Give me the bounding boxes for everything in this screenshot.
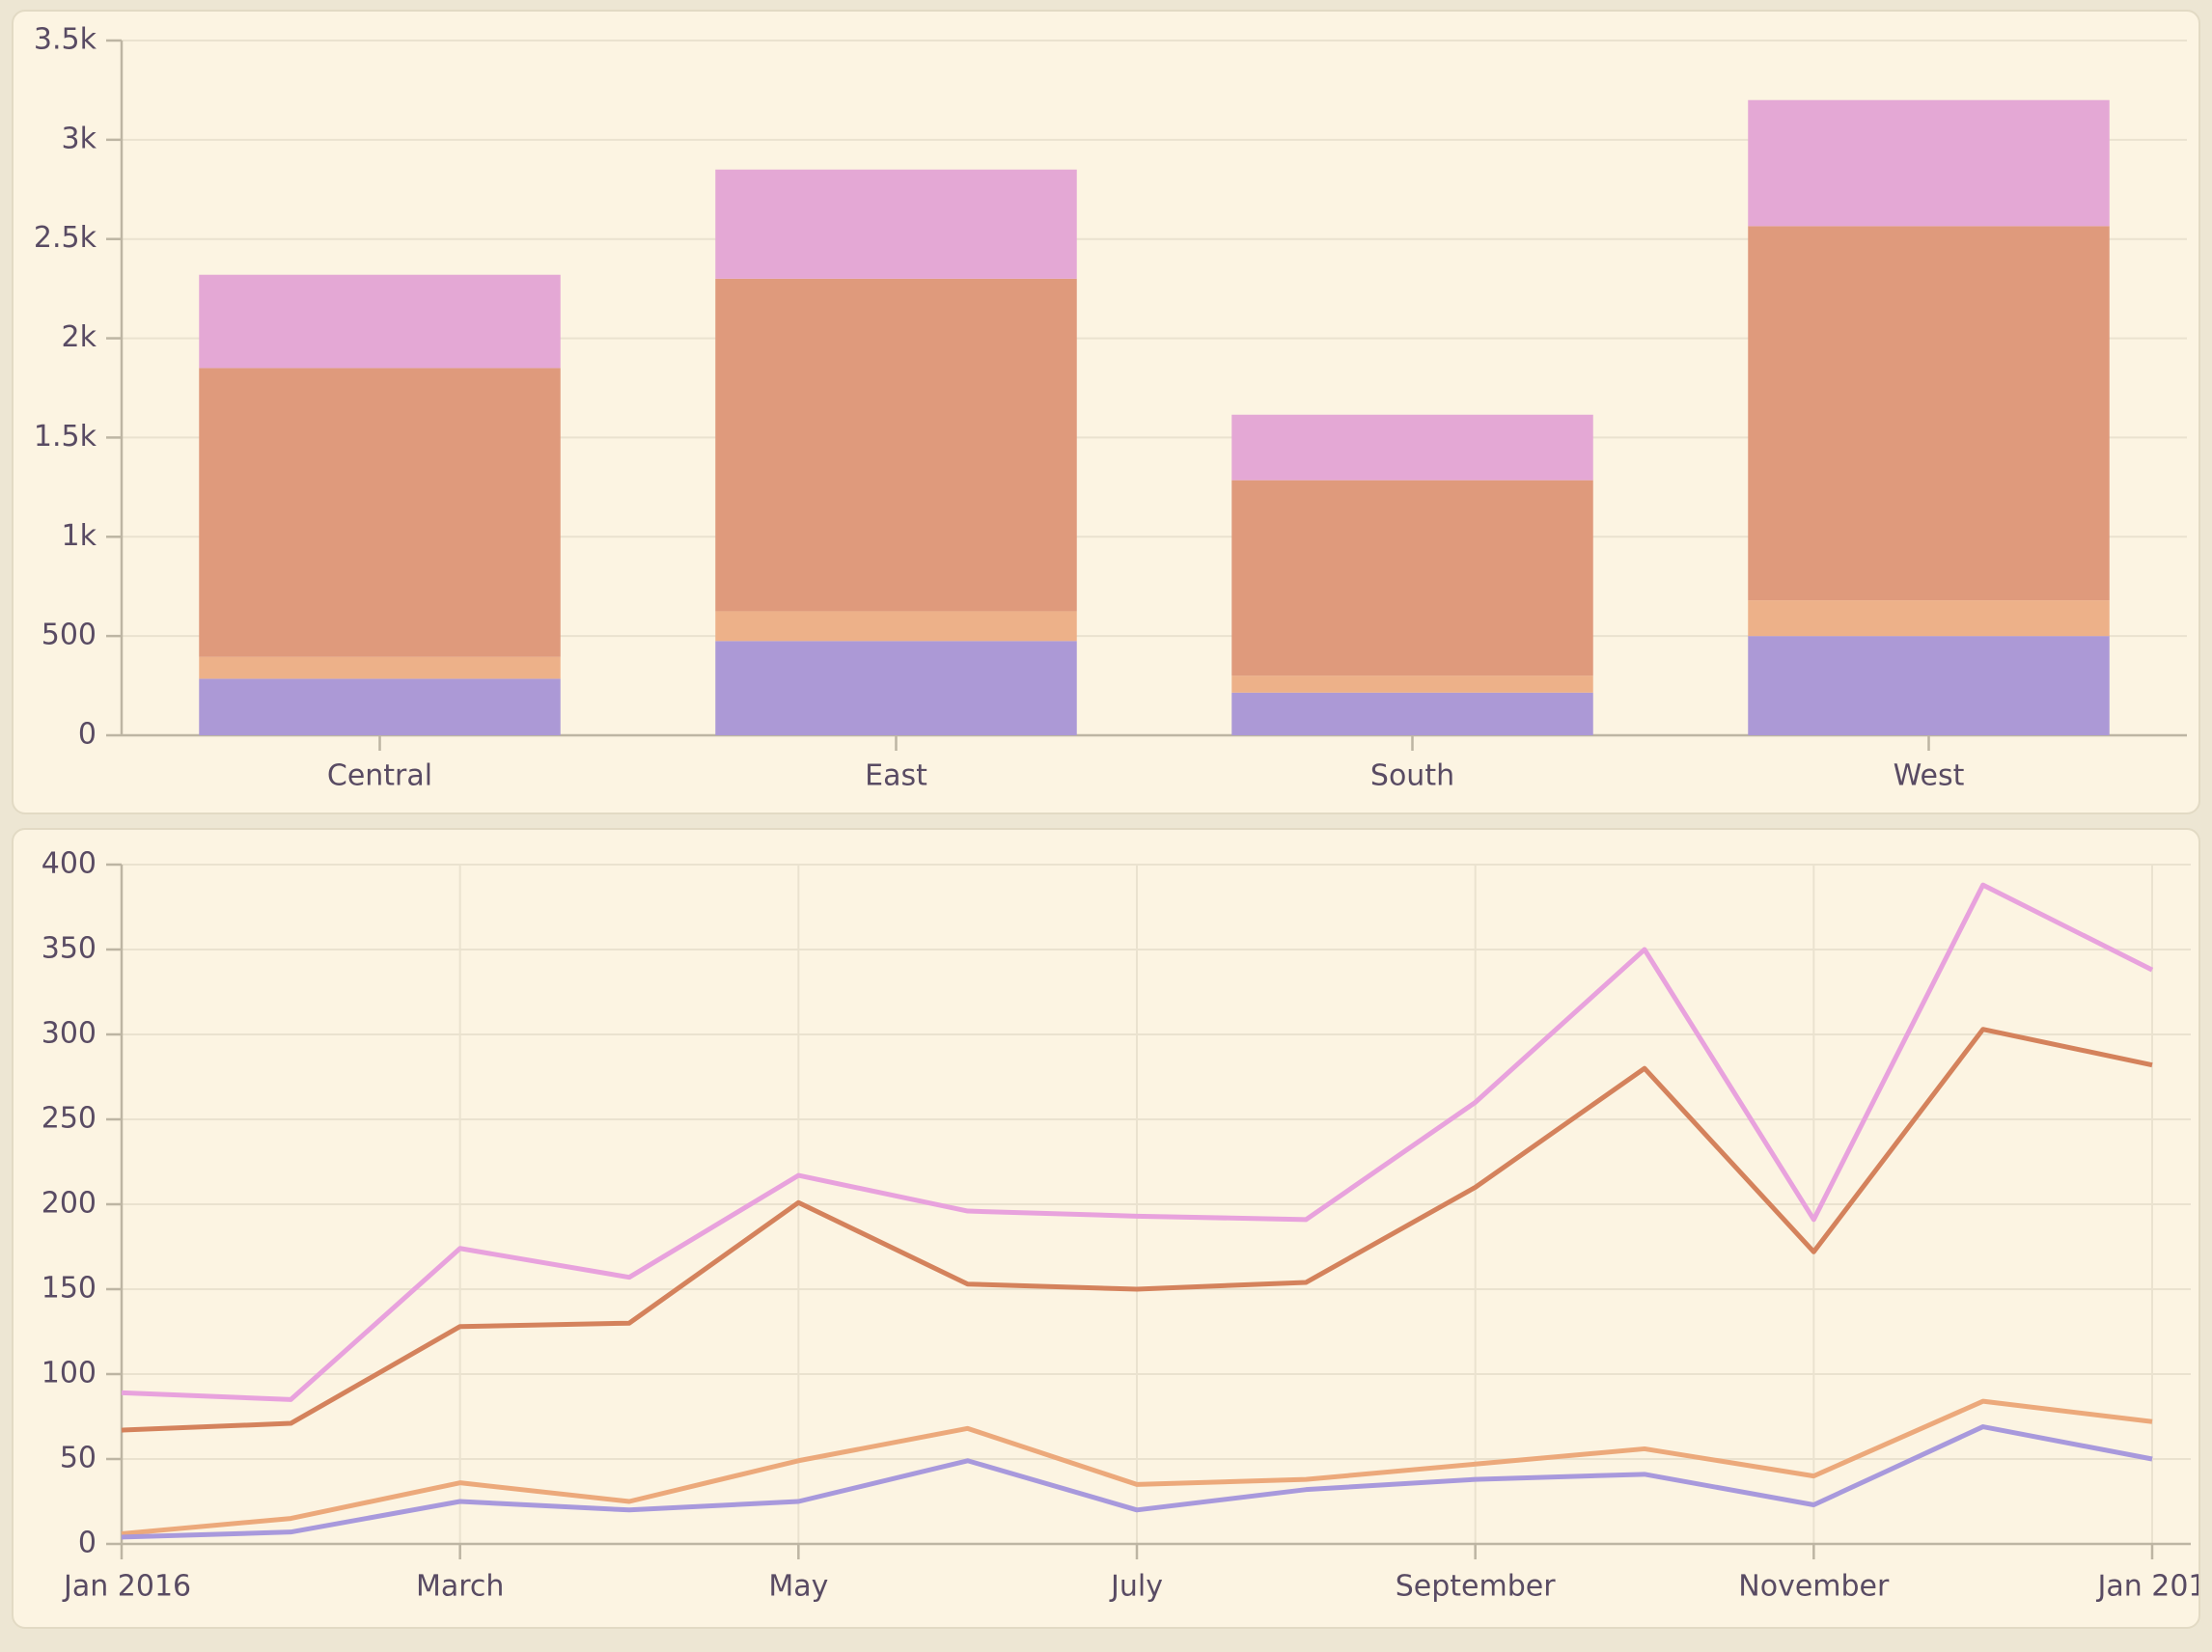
bar-stack[interactable] <box>1231 414 1593 735</box>
bar-x-axis-label: East <box>865 759 927 793</box>
bar-y-axis-label: 1.5k <box>34 420 97 454</box>
line-y-axis-label: 250 <box>41 1102 97 1136</box>
line-x-axis-label: July <box>1109 1570 1163 1604</box>
bar-segment[interactable] <box>1748 600 2110 637</box>
line-series-path[interactable] <box>121 882 2154 1402</box>
line-x-axis-label: March <box>416 1570 504 1604</box>
line-x-axis-label: Jan 201 <box>2095 1570 2198 1604</box>
bar-y-axis-label: 2.5k <box>34 221 97 255</box>
bar-segment[interactable] <box>199 678 561 735</box>
line-series-path[interactable] <box>121 1027 2153 1433</box>
line-x-axis-label: September <box>1396 1570 1556 1604</box>
bar-stack[interactable] <box>1748 99 2110 735</box>
bar-segment[interactable] <box>199 368 561 657</box>
line-x-axis-label: Jan 2016 <box>62 1570 191 1604</box>
bar-x-axis-label: Central <box>327 759 432 793</box>
bar-chart-svg: 0 500 1k 1.5k 2k 2.5k 3k 3.5k Central East South We… <box>34 23 2187 793</box>
bar-segment[interactable] <box>199 656 561 679</box>
line-x-axis-label: May <box>768 1570 828 1604</box>
bar-y-axis-label: 500 <box>41 619 97 652</box>
bar-x-axis-label: South <box>1370 759 1454 793</box>
bar-y-axis-label: 0 <box>78 718 97 752</box>
bar-segment[interactable] <box>1231 692 1593 735</box>
bar-segment[interactable] <box>1748 99 2110 227</box>
bar-chart-panel: 0 500 1k 1.5k 2k 2.5k 3k 3.5k Central East South We… <box>12 10 2200 814</box>
bar-segment[interactable] <box>1231 675 1593 693</box>
bar-segment[interactable] <box>715 169 1077 279</box>
line-y-axis-label: 200 <box>41 1187 97 1221</box>
bar-segment[interactable] <box>715 278 1077 612</box>
line-chart-plot-area: 0 50 100 150 200 250 300 350 400 Jan 2016 March May… <box>14 830 2198 1627</box>
line-y-axis-label: 300 <box>41 1017 97 1051</box>
bar-segment[interactable] <box>1231 414 1593 481</box>
line-y-axis-label: 100 <box>41 1357 97 1390</box>
bar-y-axis-label: 1k <box>62 519 97 553</box>
line-x-axis-label: November <box>1738 1570 1890 1604</box>
bar-chart-plot-area: 0 500 1k 1.5k 2k 2.5k 3k 3.5k Central East South We… <box>14 12 2198 812</box>
bar-segment[interactable] <box>715 641 1077 735</box>
bar-y-axis-label: 3.5k <box>34 23 97 57</box>
bar-stack[interactable] <box>199 274 561 735</box>
line-series-path[interactable] <box>121 1398 2153 1536</box>
bar-y-axis-label: 2k <box>62 320 97 354</box>
bar-stack[interactable] <box>715 169 1077 735</box>
line-y-axis-label: 50 <box>60 1442 97 1475</box>
line-chart-svg: 0 50 100 150 200 250 300 350 400 Jan 2016 March May… <box>41 847 2198 1604</box>
bar-segment[interactable] <box>1748 636 2110 735</box>
bar-segment[interactable] <box>199 274 561 369</box>
line-y-axis-label: 0 <box>78 1527 97 1560</box>
line-chart-panel: 0 50 100 150 200 250 300 350 400 Jan 2016 March May… <box>12 828 2200 1629</box>
line-y-axis-label: 400 <box>41 847 97 881</box>
bar-x-axis-label: West <box>1894 759 1965 793</box>
line-y-axis-label: 150 <box>41 1272 97 1306</box>
bar-segment[interactable] <box>1748 226 2110 601</box>
line-y-axis-label: 350 <box>41 932 97 966</box>
bar-segment[interactable] <box>715 611 1077 642</box>
bar-y-axis-label: 3k <box>62 122 97 155</box>
line-series-path[interactable] <box>121 1424 2153 1540</box>
bar-segment[interactable] <box>1231 480 1593 676</box>
